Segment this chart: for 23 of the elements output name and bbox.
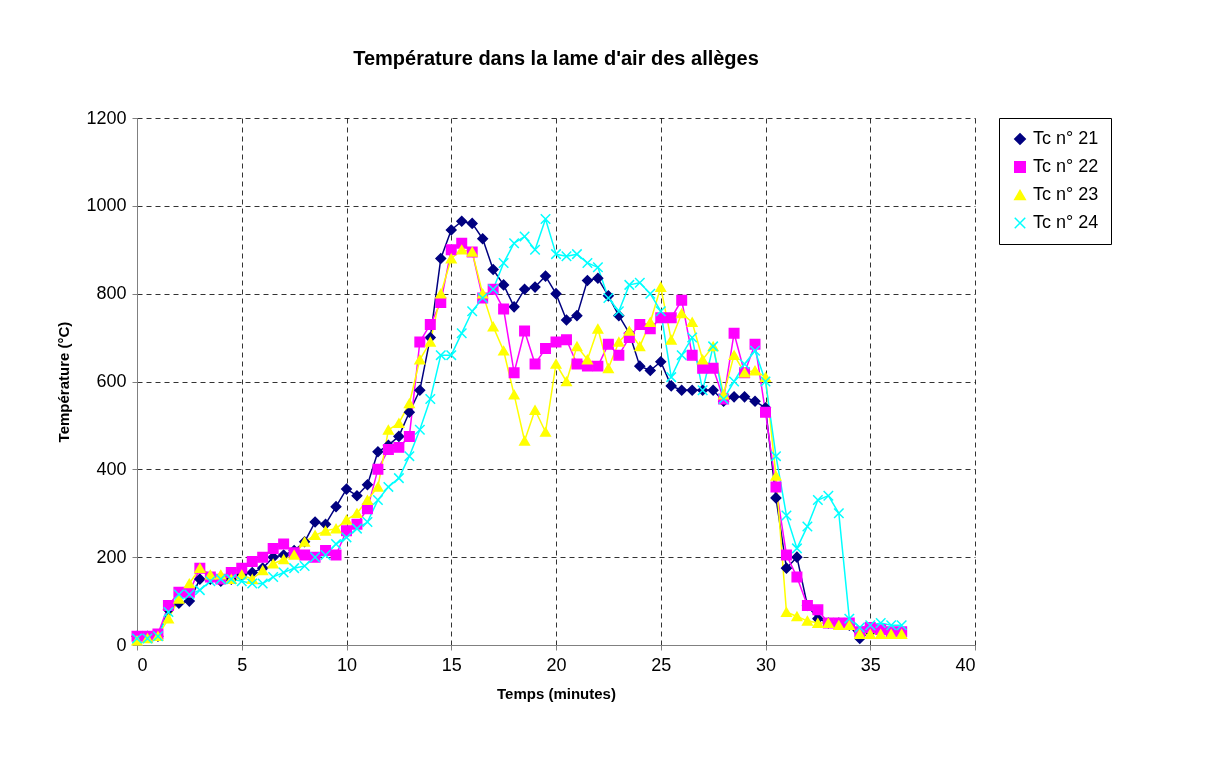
y-tick-label: 200 bbox=[96, 546, 127, 567]
y-tick-label: 1200 bbox=[86, 107, 127, 128]
x-tick-label: 15 bbox=[441, 654, 462, 675]
legend-label: Tc n° 21 bbox=[1033, 128, 1099, 148]
legend-label: Tc n° 22 bbox=[1033, 156, 1099, 176]
x-tick-label: 5 bbox=[237, 654, 248, 675]
legend-label: Tc n° 23 bbox=[1033, 184, 1099, 204]
x-tick-label: 40 bbox=[955, 654, 976, 675]
y-tick-label: 400 bbox=[96, 458, 127, 479]
y-tick-label: 600 bbox=[96, 371, 127, 391]
y-tick-label: 0 bbox=[116, 634, 127, 655]
x-tick-label: 10 bbox=[336, 654, 358, 675]
y-tick-label: 800 bbox=[96, 283, 127, 304]
x-axis-title: Temps (minutes) bbox=[497, 684, 616, 702]
legend-label: Tc n° 24 bbox=[1033, 212, 1099, 232]
x-tick-label: 35 bbox=[860, 654, 881, 675]
x-tick-label: 25 bbox=[651, 654, 672, 675]
x-tick-label: 20 bbox=[546, 654, 567, 675]
x-tick-label: 0 bbox=[137, 654, 148, 675]
y-axis-title: Température (°C) bbox=[55, 321, 73, 443]
y-tick-label: 1000 bbox=[86, 195, 127, 216]
x-tick-label: 30 bbox=[755, 654, 777, 675]
chart-title: Température dans la lame d'air des allèges bbox=[353, 47, 759, 69]
